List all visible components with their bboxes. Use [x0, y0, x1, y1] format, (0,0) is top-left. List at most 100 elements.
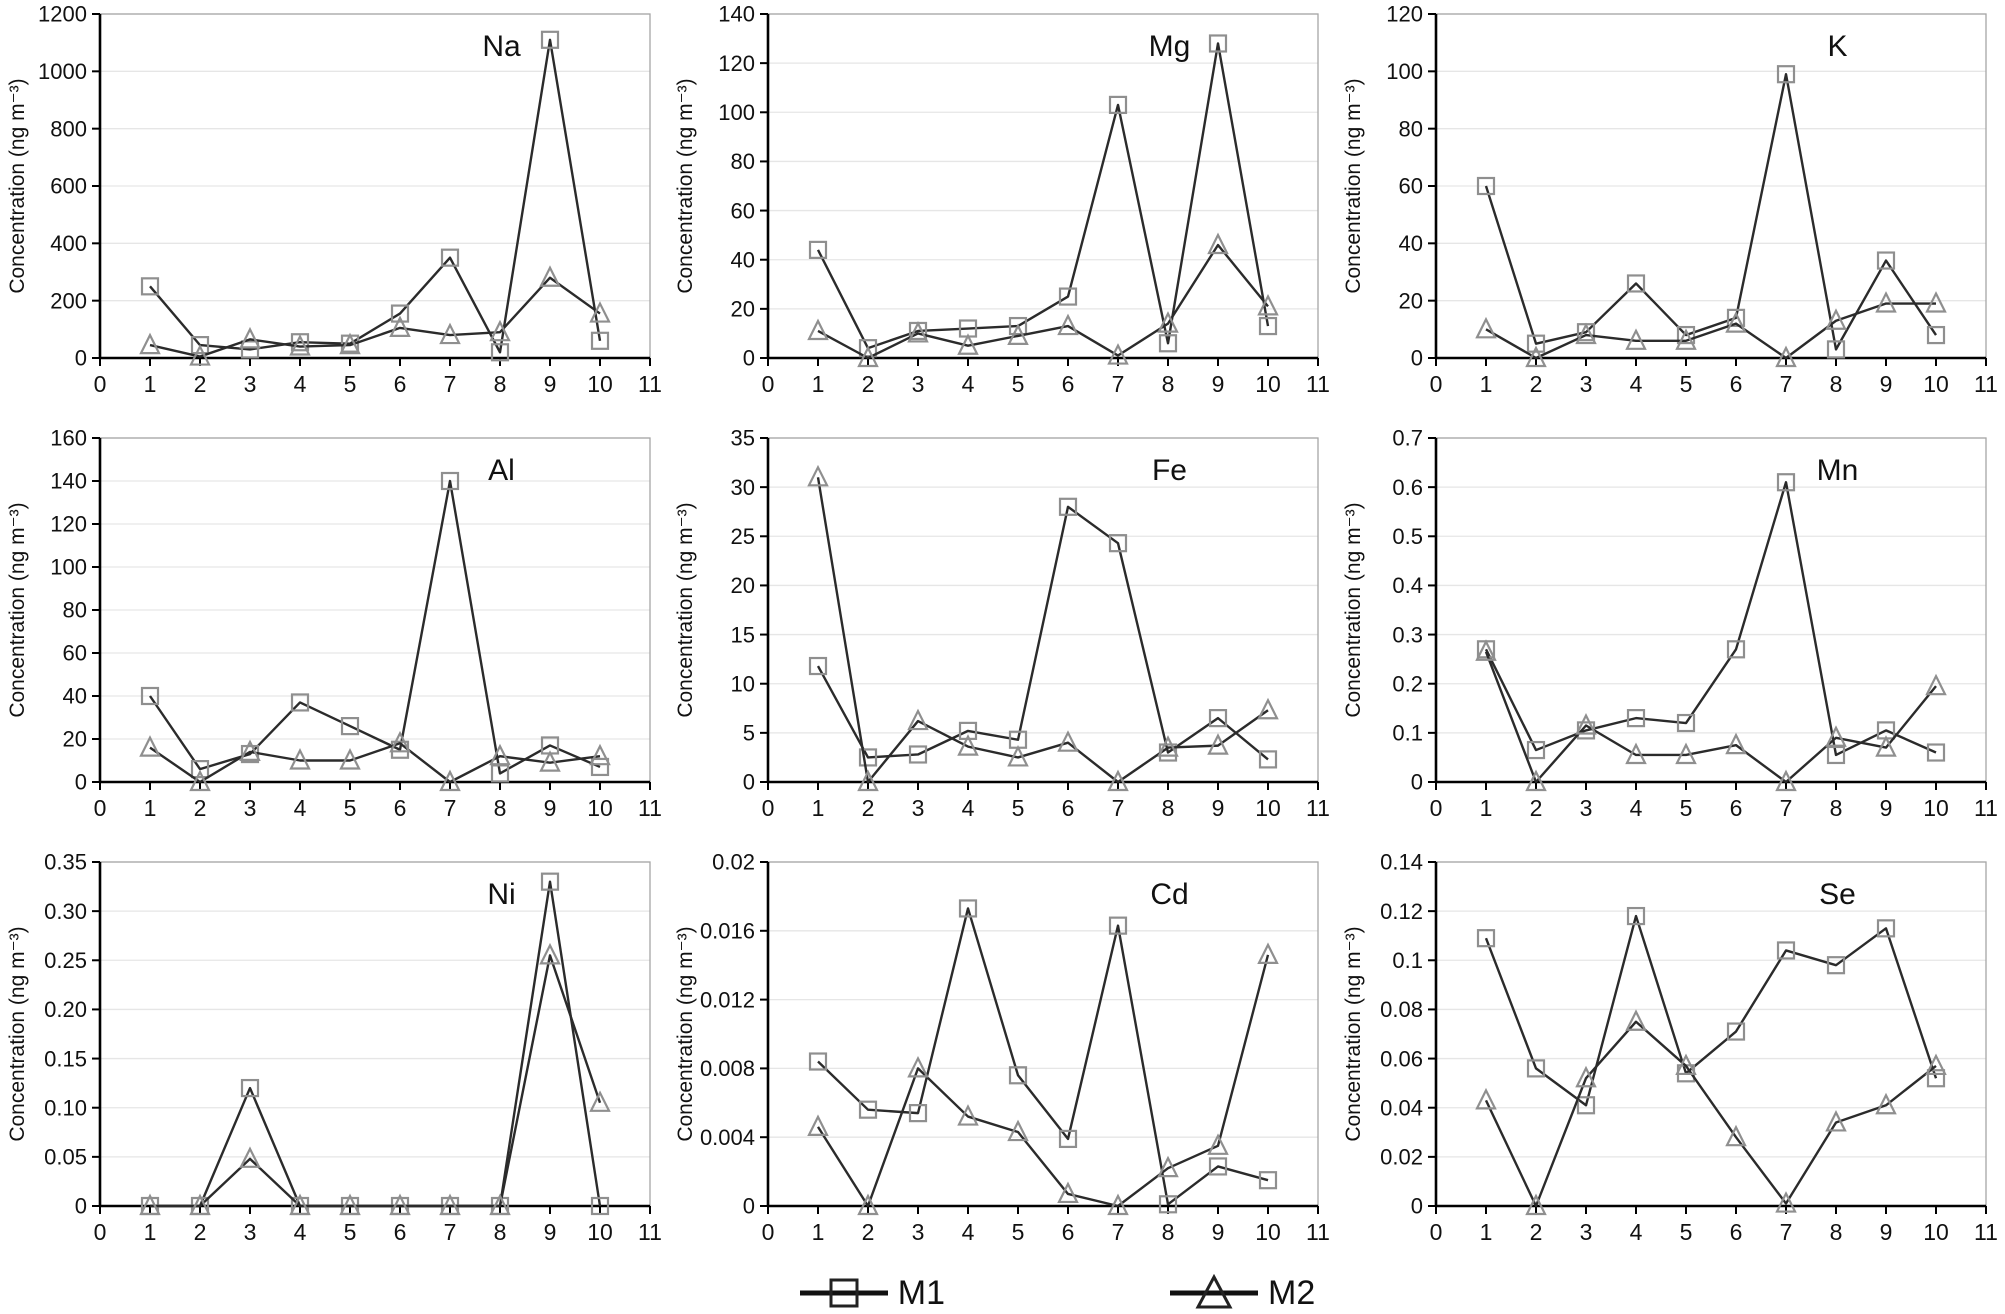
- m2-triangle-marker: [1157, 311, 1179, 333]
- y-tick-label: 80: [731, 149, 755, 174]
- x-tick-label: 4: [962, 371, 975, 397]
- x-tick-label: 9: [1212, 371, 1225, 397]
- y-tick-label: 0.016: [700, 919, 755, 944]
- x-tick-label: 7: [444, 1219, 457, 1245]
- m1-square-marker: [190, 336, 210, 355]
- m2-triangle-marker: [907, 1055, 929, 1078]
- plot-frame: [767, 437, 1319, 783]
- m2-triangle-marker: [289, 748, 311, 770]
- y-tick-label: 0.35: [44, 850, 87, 875]
- x-tick-label: 8: [494, 1219, 507, 1245]
- series-m1: [808, 899, 1278, 1214]
- gridlines: [100, 13, 650, 302]
- m2-triangle-marker: [439, 322, 461, 345]
- series-m2: [139, 730, 611, 792]
- y-tick-label: 0.6: [1392, 475, 1423, 500]
- m1-square-marker: [590, 1196, 610, 1216]
- y-tick-label: 60: [731, 198, 755, 223]
- m2-triangle-marker: [1007, 744, 1029, 767]
- m2-triangle-marker: [1107, 1193, 1129, 1216]
- m1-square-marker: [1108, 534, 1128, 553]
- y-tick-label: 100: [50, 555, 87, 580]
- series-m2: [807, 942, 1279, 1216]
- m1-square-marker: [1526, 334, 1546, 353]
- m2-triangle-marker: [857, 345, 879, 368]
- m2-triangle-marker: [807, 1114, 829, 1136]
- series-m1: [1476, 65, 1946, 359]
- m2-triangle-marker: [189, 344, 211, 366]
- y-tick-label: 0.20: [44, 997, 87, 1022]
- x-tick-label: 2: [862, 371, 875, 397]
- m2-triangle-marker: [957, 333, 979, 355]
- x-tick-label: 6: [394, 1219, 407, 1245]
- m2-triangle-marker: [1875, 1092, 1897, 1115]
- y-axis-label: Concentration (ng m⁻³): [674, 78, 697, 293]
- m1-square-marker: [1108, 916, 1128, 935]
- m2-triangle-marker: [539, 750, 561, 772]
- m1-square-marker: [1158, 1195, 1178, 1214]
- x-tick-label: 8: [1830, 1219, 1843, 1245]
- x-tick-label: 3: [1580, 371, 1593, 397]
- m1-square-marker: [1108, 95, 1128, 115]
- x-tick-label: 7: [1112, 1219, 1125, 1245]
- m1-square-marker: [1776, 65, 1796, 84]
- m1-square-marker: [1876, 251, 1896, 270]
- m1-square-marker: [1926, 325, 1946, 345]
- y-tick-label: 25: [731, 524, 755, 549]
- series-m1: [1476, 906, 1946, 1115]
- x-tick-label: 11: [1974, 795, 1998, 821]
- x-tick-label: 7: [1780, 371, 1793, 397]
- m1-square-marker: [1008, 316, 1028, 336]
- y-tick-label: 100: [1386, 59, 1423, 84]
- plot-frame: [767, 13, 1319, 359]
- m1-square-marker: [1926, 1069, 1946, 1088]
- m2-triangle-marker: [1007, 1119, 1029, 1142]
- x-tick-label: 3: [1580, 1219, 1593, 1245]
- m1-square-marker: [1676, 713, 1696, 733]
- m1-square-marker: [1208, 34, 1228, 53]
- chart-title: Ni: [487, 878, 515, 911]
- x-tick-label: 2: [1530, 1219, 1543, 1245]
- m2-triangle-marker: [1207, 232, 1229, 255]
- x-tick-label: 9: [1212, 795, 1225, 821]
- m2-line: [817, 243, 1269, 360]
- chart-title: Mn: [1817, 454, 1859, 487]
- x-tick-label: 4: [1630, 371, 1643, 397]
- m1-square-marker: [1526, 1059, 1546, 1078]
- x-tick-label: 5: [1012, 795, 1025, 821]
- m1-line: [817, 907, 1269, 1206]
- x-tick-label: 7: [444, 371, 457, 397]
- m2-triangle-marker: [339, 1193, 361, 1216]
- m1-square-marker: [1058, 287, 1078, 306]
- x-tick-label: 9: [1880, 371, 1893, 397]
- m1-square-marker: [1258, 750, 1278, 769]
- m2-line: [1485, 302, 1936, 360]
- m2-triangle-marker: [489, 1193, 511, 1216]
- x-tick-label: 3: [912, 371, 925, 397]
- x-tick-label: 7: [1780, 1219, 1793, 1245]
- x-tick-label: 1: [1480, 795, 1493, 821]
- m2-triangle-marker: [189, 769, 211, 792]
- y-tick-label: 0.06: [1380, 1046, 1423, 1071]
- m2-triangle-marker: [857, 1193, 879, 1216]
- m2-line: [1484, 651, 1937, 784]
- x-tick-label: 1: [1480, 371, 1493, 397]
- m2-triangle-marker: [1475, 639, 1497, 661]
- m1-square-marker: [140, 686, 160, 706]
- m2-triangle-marker: [1875, 291, 1897, 313]
- plot-frame: [767, 861, 1319, 1207]
- m2-triangle-marker: [239, 1146, 261, 1168]
- x-tick-label: 4: [1630, 1219, 1643, 1245]
- m2-triangle-marker: [1775, 1191, 1797, 1213]
- m1-square-marker: [1526, 740, 1546, 760]
- m2-triangle-marker: [1875, 735, 1897, 757]
- x-tick-label: 4: [962, 1219, 975, 1245]
- m1-square-marker: [440, 471, 460, 491]
- gridlines: [1436, 13, 1986, 302]
- m2-triangle-marker: [239, 326, 261, 349]
- m2-triangle-marker: [539, 942, 561, 965]
- m1-square-marker: [140, 277, 160, 296]
- m2-triangle-marker: [1257, 942, 1279, 964]
- m1-square-marker: [1258, 316, 1278, 336]
- m1-square-marker: [1476, 176, 1496, 196]
